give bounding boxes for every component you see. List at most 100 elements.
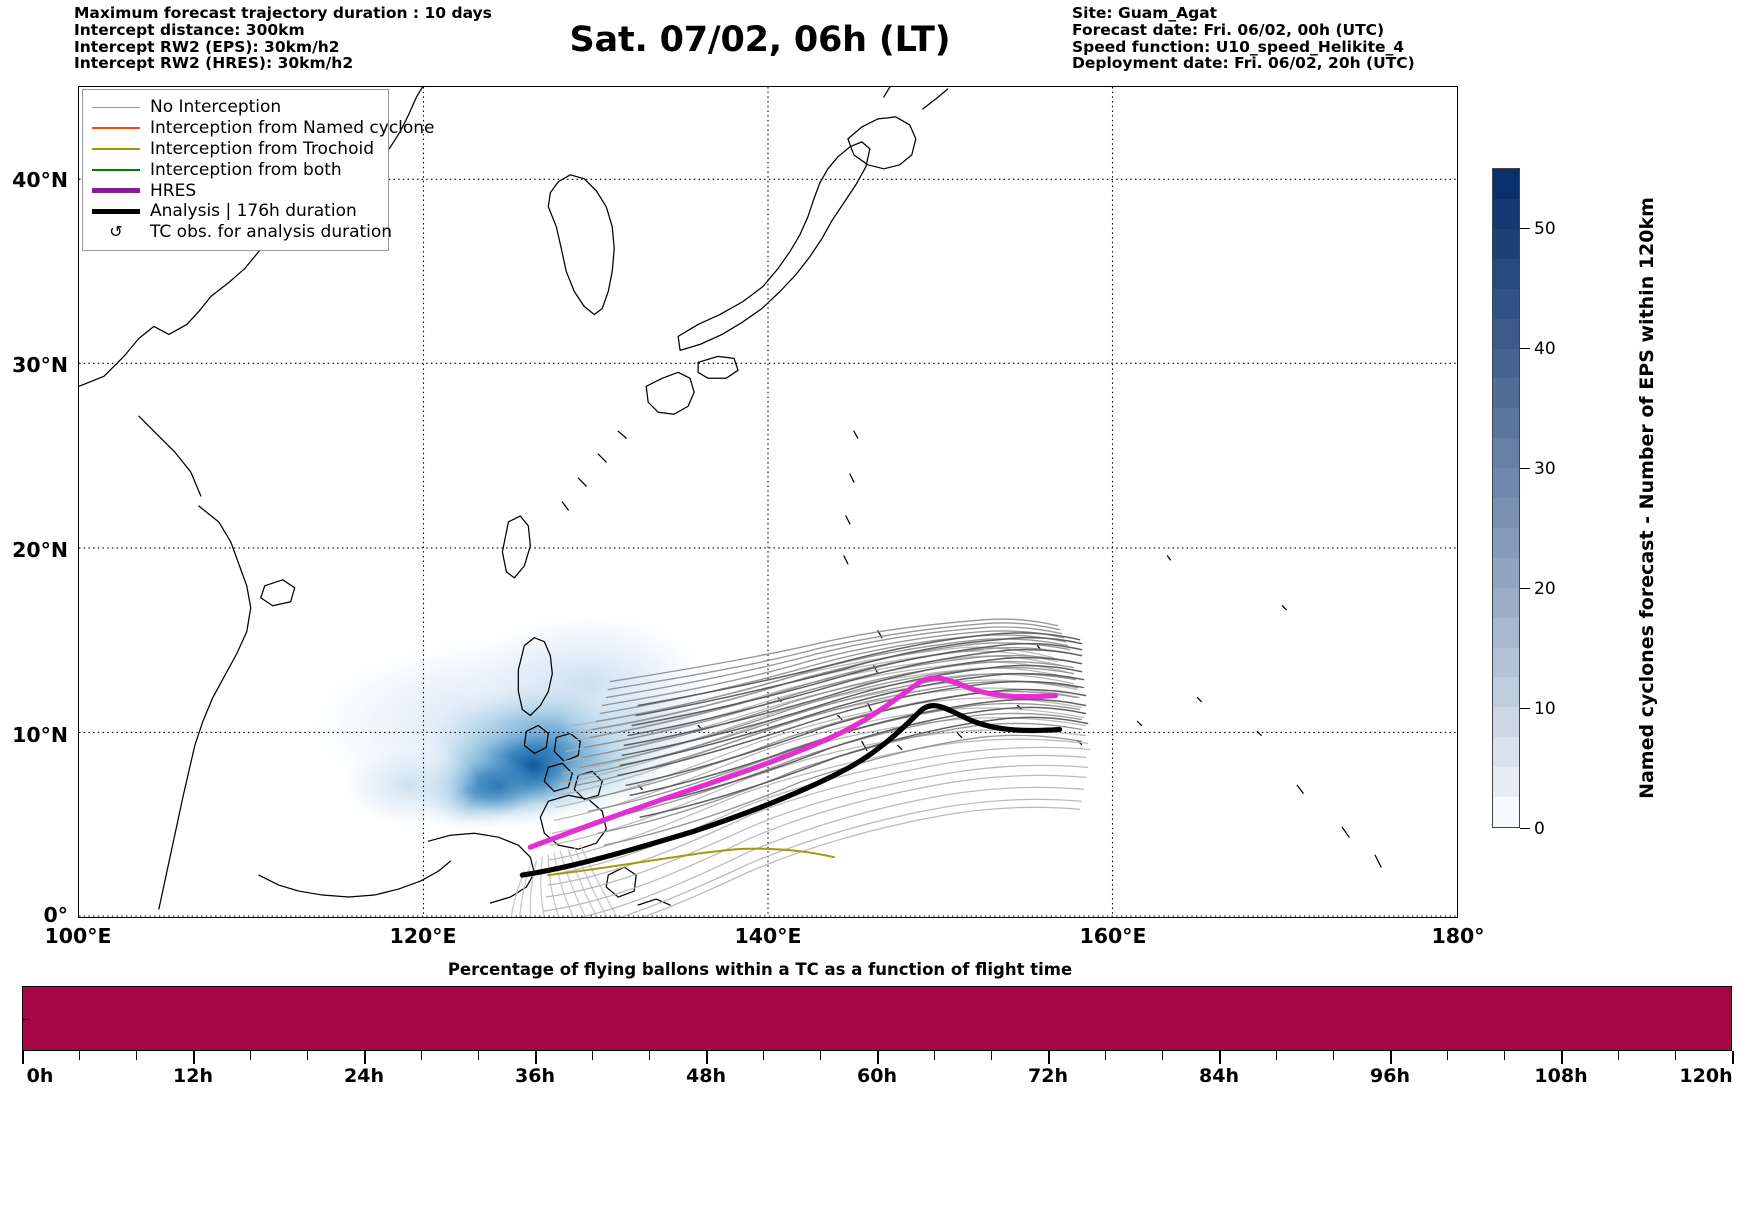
map-canvas <box>79 87 1457 917</box>
lon-label-100e: 100°E <box>44 924 112 948</box>
time-axis-label: 120h <box>1679 1065 1733 1087</box>
lon-label-180: 180° <box>1431 924 1485 948</box>
colorbar-tick-label: 20 <box>1534 579 1556 599</box>
time-axis-minor-tick <box>1504 1051 1506 1060</box>
time-axis-major-tick <box>1219 1051 1221 1064</box>
bottom-panel-caption: Percentage of flying ballons within a TC… <box>447 960 1073 979</box>
time-axis-label: 12h <box>173 1065 213 1087</box>
legend-line-icon <box>90 148 142 150</box>
time-axis-minor-tick <box>1276 1051 1278 1060</box>
colorbar-tick-label: 0 <box>1534 819 1545 839</box>
time-axis-minor-tick <box>934 1051 936 1060</box>
time-axis-minor-tick <box>136 1051 138 1060</box>
header-left-line-4: Intercept RW2 (HRES): 30km/h2 <box>74 54 354 73</box>
pct-y-tick <box>23 1019 30 1021</box>
header-left-line-3: Intercept RW2 (EPS): 30km/h2 <box>74 37 340 56</box>
time-axis-minor-tick <box>307 1051 309 1060</box>
time-axis-minor-tick <box>421 1051 423 1060</box>
header-right-block: Site: Guam_Agat Forecast date: Fri. 06/0… <box>1072 5 1415 72</box>
header-forecast-date: Forecast date: Fri. 06/02, 00h (UTC) <box>1072 20 1385 39</box>
lon-label-140e: 140°E <box>734 924 802 948</box>
colorbar-step <box>1493 198 1519 229</box>
time-axis-label: 24h <box>344 1065 384 1087</box>
lat-label-30n: 30°N <box>12 353 68 377</box>
colorbar-tick <box>1520 468 1530 470</box>
legend-label: Analysis | 176h duration <box>150 201 357 222</box>
colorbar-tick <box>1520 828 1530 830</box>
legend-item-both[interactable]: Interception from both <box>90 159 379 180</box>
analysis-track <box>519 703 1063 878</box>
colorbar-step <box>1493 767 1519 798</box>
colorbar-step <box>1493 617 1519 648</box>
header-site: Site: Guam_Agat <box>1072 4 1218 22</box>
eps-trajectories <box>510 618 1091 917</box>
lat-label-10n: 10°N <box>12 723 68 747</box>
colorbar-step <box>1493 797 1519 827</box>
time-axis-minor-tick <box>1333 1051 1335 1060</box>
time-axis-major-tick <box>193 1051 195 1064</box>
colorbar-tick <box>1520 708 1530 710</box>
colorbar-gradient[interactable] <box>1492 168 1520 828</box>
time-axis-minor-tick <box>763 1051 765 1060</box>
colorbar-group: Named cyclones forecast - Number of EPS … <box>1492 168 1748 840</box>
legend-item-no-interception[interactable]: No Interception <box>90 97 379 118</box>
time-axis-minor-tick <box>1162 1051 1164 1060</box>
legend-label: Interception from Trochoid <box>150 138 374 159</box>
legend-item-tc-obs[interactable]: ↺ TC obs. for analysis duration <box>90 222 392 243</box>
time-axis-label: 96h <box>1370 1065 1410 1087</box>
colorbar-step <box>1493 378 1519 409</box>
colorbar-step <box>1493 677 1519 708</box>
colorbar-tick-label: 40 <box>1534 339 1556 359</box>
colorbar-tick-label: 10 <box>1534 699 1556 719</box>
time-axis-minor-tick <box>820 1051 822 1060</box>
colorbar-step <box>1493 288 1519 319</box>
colorbar-tick-label: 50 <box>1534 219 1556 239</box>
time-axis-label: 60h <box>857 1065 897 1087</box>
map-legend: No Interception Interception from Named … <box>82 89 435 251</box>
time-axis-minor-tick <box>79 1051 81 1060</box>
colorbar-step <box>1493 438 1519 469</box>
flight-time-axis: 0h 12h 24h 36h 48h 60h 72h 84h 96h 108h 120h <box>22 1051 1734 1087</box>
time-axis-major-tick <box>877 1051 879 1064</box>
header-left-line-1: Maximum forecast trajectory duration : 1… <box>74 4 492 22</box>
page-title: Sat. 07/02, 06h (LT) <box>569 20 951 60</box>
lat-label-20n: 20°N <box>12 538 68 562</box>
colorbar-title: Named cyclones forecast - Number of EPS … <box>1636 197 1659 799</box>
colorbar-tick <box>1520 228 1530 230</box>
legend-label: Interception from Named cyclone <box>150 118 435 139</box>
lat-label-40n: 40°N <box>12 168 68 192</box>
percentage-bar <box>23 987 1731 1050</box>
legend-item-trochoid[interactable]: Interception from Trochoid <box>90 139 379 160</box>
legend-item-hres[interactable]: HRES <box>90 180 379 201</box>
time-axis-label: 84h <box>1199 1065 1239 1087</box>
time-axis-major-tick <box>1732 1051 1734 1064</box>
colorbar-step <box>1493 318 1519 349</box>
colorbar-step <box>1493 408 1519 439</box>
time-axis-label: 72h <box>1028 1065 1068 1087</box>
legend-item-named-cyclone[interactable]: Interception from Named cyclone <box>90 118 435 139</box>
time-axis-major-tick <box>535 1051 537 1064</box>
colorbar-tick <box>1520 588 1530 590</box>
colorbar-tick <box>1520 348 1530 350</box>
time-axis-major-tick <box>1561 1051 1563 1064</box>
legend-line-icon <box>90 106 142 109</box>
time-axis-minor-tick <box>991 1051 993 1060</box>
time-axis-minor-tick <box>592 1051 594 1060</box>
lat-label-0: 0° <box>43 903 68 927</box>
legend-label: HRES <box>150 180 197 201</box>
time-axis-label: 48h <box>686 1065 726 1087</box>
time-axis-minor-tick <box>1675 1051 1677 1060</box>
hres-track <box>527 675 1059 850</box>
cyclone-icon: ↺ <box>109 222 123 242</box>
colorbar-step <box>1493 228 1519 259</box>
header-left-line-2: Intercept distance: 300km <box>74 20 305 39</box>
colorbar-tick-label: 30 <box>1534 459 1556 479</box>
legend-label: No Interception <box>150 97 282 118</box>
time-axis-minor-tick <box>1447 1051 1449 1060</box>
percentage-in-tc-panel[interactable] <box>22 986 1732 1051</box>
time-axis-minor-tick <box>1618 1051 1620 1060</box>
lon-label-160e: 160°E <box>1079 924 1147 948</box>
header-speed-function: Speed function: U10_speed_Helikite_4 <box>1072 37 1405 56</box>
time-axis-minor-tick <box>1105 1051 1107 1060</box>
legend-item-analysis[interactable]: Analysis | 176h duration <box>90 201 379 222</box>
